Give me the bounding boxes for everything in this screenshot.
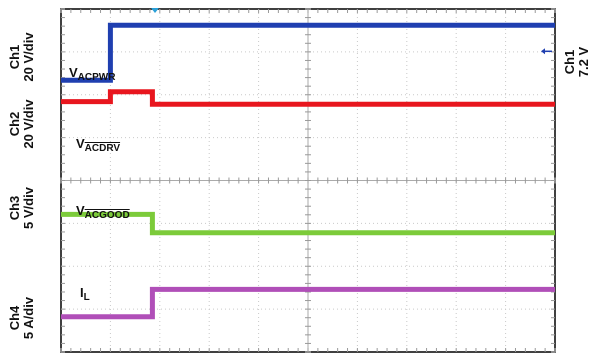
ch3-scale: 5 V/div xyxy=(21,187,36,229)
ch1-offset-name: Ch1 xyxy=(562,49,577,75)
trace-label-il-sub: L xyxy=(83,292,90,303)
trace-label-vacgood: VACGOOD xyxy=(76,203,130,221)
ch4-scale: 5 A/div xyxy=(21,296,36,340)
ch3-name: Ch3 xyxy=(7,195,22,221)
trace-label-il: IL xyxy=(80,285,90,303)
graticule xyxy=(60,8,556,353)
trace-label-vacpwr: VACPWR xyxy=(69,65,115,83)
trace-label-vacpwr-sub: ACPWR xyxy=(77,72,116,83)
trigger-marker xyxy=(151,8,159,13)
trace-label-il-main: I xyxy=(80,285,84,300)
trace-ch1 xyxy=(61,22,555,83)
traces xyxy=(61,22,555,320)
ch1-offset-value: 7.2 V xyxy=(576,46,591,78)
trace-label-vacgood-sub: ACGOOD xyxy=(84,210,130,221)
trace-label-vacdrv-sub: ACDRV xyxy=(84,143,121,154)
ch1-ground-arrow-head xyxy=(541,48,545,55)
ch2-name: Ch2 xyxy=(7,111,22,137)
ch1-name: Ch1 xyxy=(7,44,22,70)
trace-label-vacgood-main: V xyxy=(76,203,85,218)
ch2-scale: 20 V/div xyxy=(21,99,36,149)
trace-ch3 xyxy=(61,211,555,236)
ch1-label: Ch1 20 V/div xyxy=(7,32,36,82)
ch3-label: Ch3 5 V/div xyxy=(7,187,36,229)
trace-ch4 xyxy=(61,286,555,320)
markers xyxy=(151,8,552,55)
trace-label-vacdrv-main: V xyxy=(76,136,85,151)
ch1-scale: 20 V/div xyxy=(21,32,36,82)
trace-ch2 xyxy=(61,89,555,107)
ch2-label: Ch2 20 V/div xyxy=(7,99,36,149)
ch4-name: Ch4 xyxy=(7,305,22,331)
ch1-offset-label: Ch1 7.2 V xyxy=(562,46,591,78)
trace-label-vacpwr-main: V xyxy=(69,65,78,80)
trace-label-vacdrv: VACDRV xyxy=(76,136,120,154)
ch4-label: Ch4 5 A/div xyxy=(7,296,36,340)
